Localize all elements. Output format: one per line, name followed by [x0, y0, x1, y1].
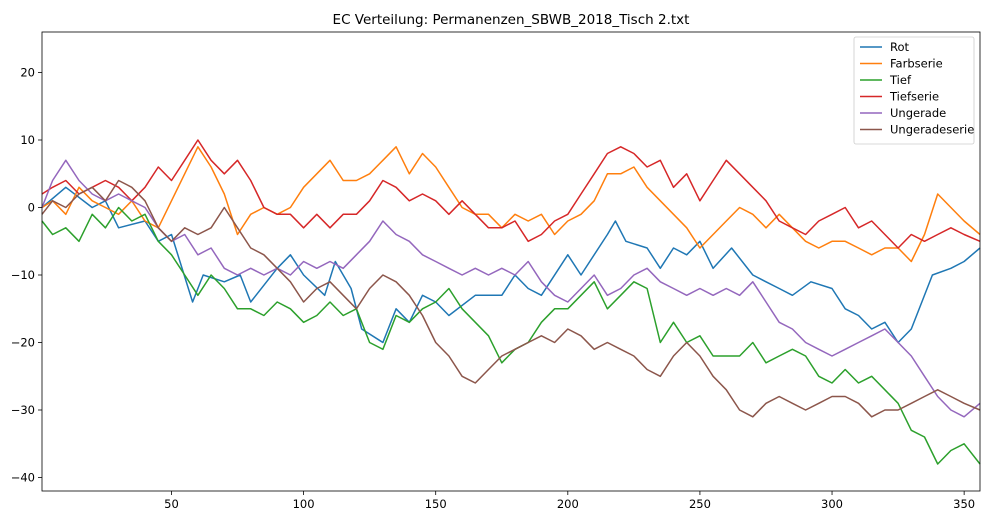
y-tick-label: 10 [20, 133, 35, 147]
legend-label: Tiefserie [889, 90, 939, 104]
legend-label: Ungerade [890, 106, 946, 120]
series-layer [41, 139, 981, 465]
plot-area-frame [41, 31, 981, 492]
y-tick-label: −10 [11, 268, 35, 282]
series-line-ungeradeserie [41, 179, 981, 418]
y-tick-label: −30 [11, 403, 35, 417]
y-tick-label: 0 [28, 201, 35, 215]
x-tick-label: 50 [164, 497, 179, 511]
x-tick-label: 300 [821, 497, 843, 511]
y-tick-label: −20 [11, 336, 35, 350]
series-line-tief [41, 206, 981, 465]
chart-title: EC Verteilung: Permanenzen_SBWB_2018_Tis… [333, 12, 690, 28]
x-tick-label: 100 [293, 497, 315, 511]
series-line-ungerade [41, 159, 981, 418]
legend-label: Ungeradeserie [890, 123, 974, 137]
y-tick-label: 20 [20, 66, 35, 80]
y-axis: 20 10 0 −10 −20 −30 −40 [11, 66, 42, 485]
legend: Rot Farbserie Tief Tiefserie Ungerade Ungerad… [853, 36, 975, 145]
series-line-tiefserie [41, 139, 981, 249]
x-tick-label: 350 [953, 497, 975, 511]
series-line-rot [41, 186, 981, 344]
x-axis: 50 100 150 200 250 300 350 [164, 491, 975, 511]
x-tick-label: 150 [425, 497, 447, 511]
y-tick-label: −40 [11, 471, 35, 485]
series-line-farbserie [41, 146, 981, 263]
x-tick-label: 250 [689, 497, 711, 511]
x-tick-label: 200 [557, 497, 579, 511]
legend-box [853, 36, 975, 145]
legend-label: Rot [890, 40, 910, 54]
legend-label: Tief [889, 73, 912, 87]
legend-label: Farbserie [890, 57, 943, 71]
